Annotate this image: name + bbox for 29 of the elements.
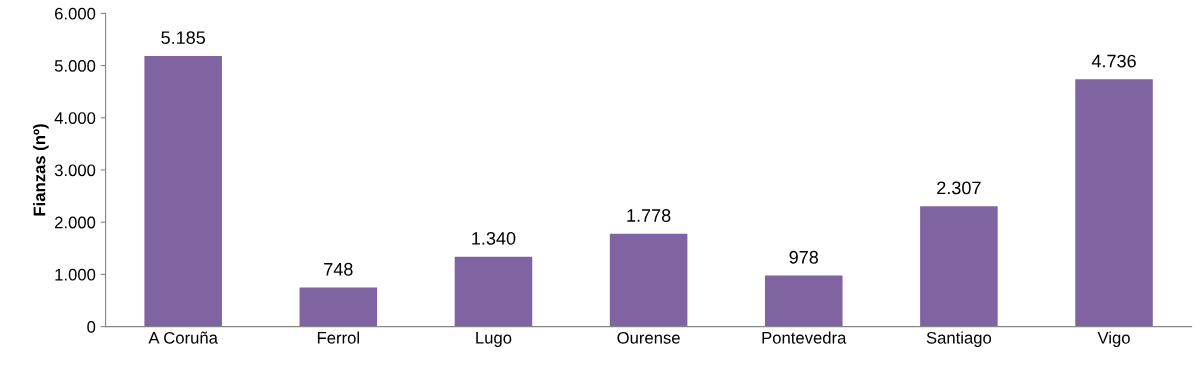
bar — [764, 275, 843, 327]
x-tick-label: Vigo — [1097, 331, 1130, 348]
data-label: 4.736 — [1091, 54, 1136, 68]
y-tick-label: 0 — [87, 321, 96, 333]
bar — [609, 233, 688, 327]
y-tick-label: 1.000 — [55, 268, 96, 281]
data-label: 1.778 — [627, 209, 671, 222]
bar — [1075, 79, 1153, 327]
data-label: 978 — [789, 250, 819, 264]
bar — [454, 256, 533, 327]
x-tick-label: Lugo — [476, 332, 512, 348]
data-label: 5.185 — [161, 31, 206, 45]
x-tick-label: A Coruña — [148, 331, 218, 344]
x-tick-label: Pontevedra — [762, 331, 847, 344]
bar — [144, 55, 222, 327]
bar — [920, 206, 998, 327]
data-label: 2.307 — [937, 181, 981, 195]
y-axis-title: Fianzas (nº) — [33, 124, 49, 216]
x-tick-label: Santiago — [926, 331, 992, 348]
data-label: 748 — [324, 262, 353, 276]
x-tick-label: Ourense — [617, 331, 680, 344]
bar — [299, 287, 378, 327]
y-tick-label: 6.000 — [55, 7, 96, 20]
y-tick-label: 5.000 — [54, 59, 96, 72]
y-tick-label: 3.000 — [54, 164, 96, 177]
x-tick-label: Ferrol — [317, 331, 359, 344]
y-tick-label: 4.000 — [54, 112, 96, 124]
data-label: 1.340 — [472, 231, 516, 245]
y-tick-label: 2.000 — [55, 216, 96, 229]
